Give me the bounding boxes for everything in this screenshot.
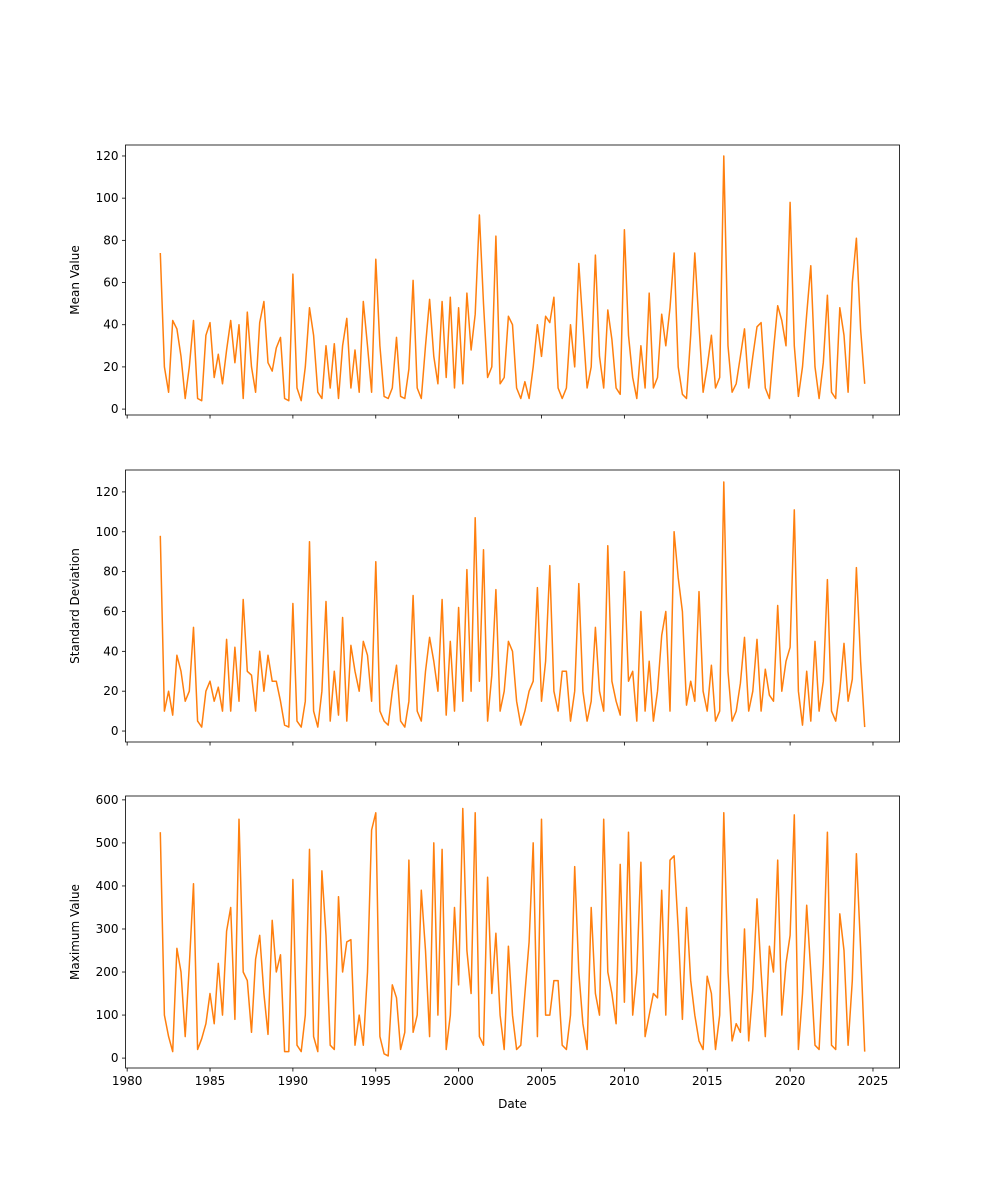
axes-frame: [125, 469, 900, 743]
y-tick-label: 300: [96, 922, 119, 936]
x-tick-label: 1980: [112, 1074, 143, 1088]
x-tick-label: 2015: [692, 1074, 723, 1088]
subplot-3: 0 100 200 300 400 500 600 1980 1985 1990 1995 2000 2…: [68, 793, 900, 1088]
axes-frame: [125, 144, 900, 416]
y-tick-label: 600: [96, 793, 119, 807]
series-line: [159, 807, 866, 1057]
y-tick-label: 200: [96, 965, 119, 979]
x-tick-label: 1985: [195, 1074, 226, 1088]
y-tick-label: 0: [111, 402, 119, 416]
y-tick-label: 80: [103, 233, 118, 247]
x-tick-label: 2020: [775, 1074, 806, 1088]
x-tick-label: 1990: [278, 1074, 309, 1088]
y-tick-label: 20: [103, 684, 118, 698]
y-tick-label: 400: [96, 879, 119, 893]
series-line: [159, 155, 866, 402]
y-tick-label: 60: [103, 604, 118, 618]
y-tick-label: 500: [96, 836, 119, 850]
y-tick-label: 40: [103, 318, 118, 332]
y-axis-label: Standard Deviation: [68, 548, 82, 664]
subplot-1: 0 20 40 60 80 100 120 Mean Value: [68, 144, 900, 419]
x-axis-label: Date: [498, 1097, 527, 1111]
y-tick-label: 100: [96, 191, 119, 205]
y-axis-label: Mean Value: [68, 245, 82, 314]
y-tick-label: 80: [103, 565, 118, 579]
axes-frame: [125, 795, 900, 1069]
x-tick-label: 2010: [609, 1074, 640, 1088]
series-line: [159, 481, 866, 728]
y-tick-label: 0: [111, 724, 119, 738]
y-tick-label: 20: [103, 360, 118, 374]
x-tick-label: 2005: [526, 1074, 557, 1088]
y-tick-label: 60: [103, 276, 118, 290]
x-tick-label: 2000: [443, 1074, 474, 1088]
x-tick-label: 1995: [360, 1074, 391, 1088]
y-tick-label: 120: [96, 149, 119, 163]
y-axis-label: Maximum Value: [68, 884, 82, 980]
subplot-2: 0 20 40 60 80 100 120 Standard Deviation: [68, 469, 900, 746]
y-tick-label: 40: [103, 644, 118, 658]
y-tick-label: 0: [111, 1051, 119, 1065]
y-tick-label: 120: [96, 485, 119, 499]
y-tick-label: 100: [96, 1008, 119, 1022]
x-tick-label: 2025: [858, 1074, 889, 1088]
y-tick-label: 100: [96, 525, 119, 539]
